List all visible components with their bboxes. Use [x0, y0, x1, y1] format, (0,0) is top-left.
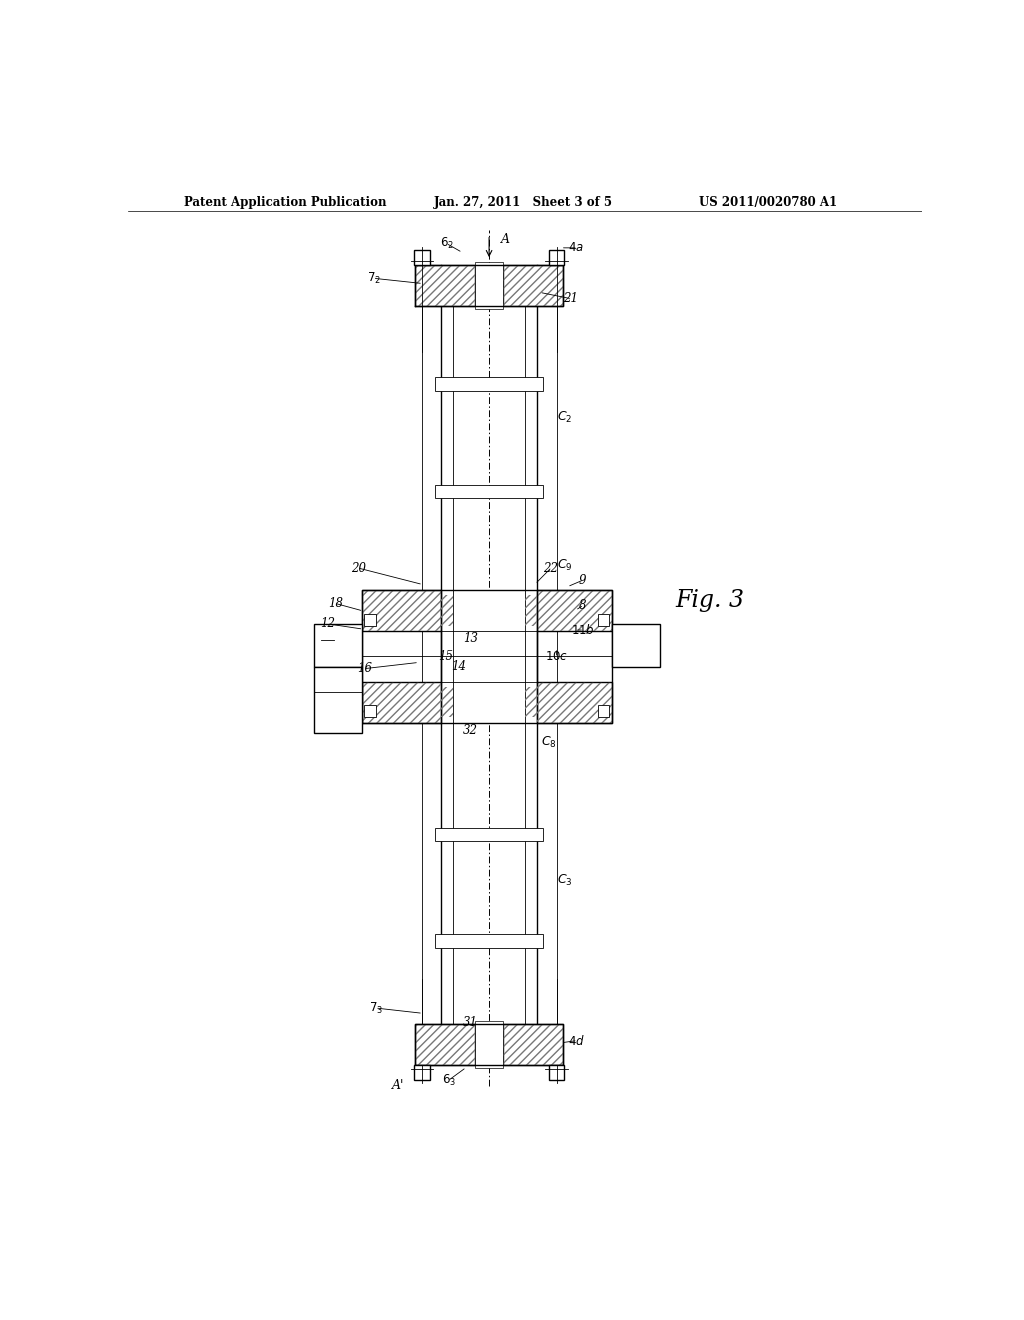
Text: 9: 9 [579, 574, 587, 586]
Bar [537, 682, 612, 722]
Bar [549, 249, 564, 265]
Text: 18: 18 [329, 597, 343, 610]
Bar [441, 595, 454, 626]
Bar [435, 935, 543, 948]
Text: 12: 12 [321, 618, 336, 631]
Bar [362, 590, 441, 631]
Text: $C_8$: $C_8$ [541, 735, 556, 750]
Text: Fig. 3: Fig. 3 [676, 589, 744, 612]
Bar [362, 590, 441, 631]
Text: US 2011/0020780 A1: US 2011/0020780 A1 [699, 195, 838, 209]
Bar [598, 614, 609, 626]
Bar [362, 682, 441, 722]
Text: A: A [501, 234, 510, 247]
Bar [504, 265, 563, 306]
Text: $10c$: $10c$ [545, 649, 568, 663]
Bar [549, 1065, 564, 1080]
Text: $C_9$: $C_9$ [557, 557, 572, 573]
Bar [365, 705, 376, 718]
Text: 14: 14 [452, 660, 466, 673]
Bar [441, 686, 454, 718]
Text: $C_3$: $C_3$ [557, 873, 572, 887]
Text: Patent Application Publication: Patent Application Publication [183, 195, 386, 209]
Bar [504, 1024, 563, 1065]
Text: 8: 8 [579, 599, 587, 612]
Text: 15: 15 [438, 649, 453, 663]
Bar [612, 624, 659, 667]
Text: $7_3$: $7_3$ [370, 1001, 383, 1015]
Bar [414, 249, 430, 265]
Bar [441, 590, 537, 722]
Bar [435, 828, 543, 841]
Text: 31: 31 [463, 1016, 478, 1028]
Bar [314, 624, 362, 667]
Text: 20: 20 [350, 561, 366, 574]
Text: A': A' [392, 1078, 404, 1092]
Bar [314, 667, 362, 733]
Bar [475, 1022, 504, 1068]
Bar [524, 686, 537, 718]
Bar [435, 486, 543, 499]
Text: $4a$: $4a$ [568, 242, 585, 255]
Text: Jan. 27, 2011   Sheet 3 of 5: Jan. 27, 2011 Sheet 3 of 5 [433, 195, 612, 209]
Text: 22: 22 [544, 561, 558, 574]
Bar [537, 590, 612, 631]
Text: $6_3$: $6_3$ [441, 1073, 456, 1088]
Text: 16: 16 [357, 663, 372, 675]
Bar [416, 1024, 475, 1065]
Bar [537, 682, 612, 722]
Bar [475, 263, 504, 309]
Bar [362, 682, 441, 722]
Bar [537, 590, 612, 631]
Bar [416, 265, 475, 306]
Text: $11b$: $11b$ [570, 623, 595, 638]
Bar [416, 1024, 475, 1065]
Bar [435, 378, 543, 391]
Bar [416, 265, 475, 306]
Text: 32: 32 [463, 725, 478, 737]
Text: 13: 13 [463, 632, 478, 644]
Bar [504, 1024, 563, 1065]
Bar [504, 265, 563, 306]
Bar [524, 595, 537, 626]
Bar [365, 614, 376, 626]
Text: $6_2$: $6_2$ [440, 236, 454, 251]
Text: $C_2$: $C_2$ [557, 411, 571, 425]
Text: $4d$: $4d$ [568, 1034, 585, 1048]
Bar [598, 705, 609, 718]
Text: $7_2$: $7_2$ [367, 271, 381, 286]
Text: 21: 21 [563, 292, 579, 305]
Bar [414, 1065, 430, 1080]
